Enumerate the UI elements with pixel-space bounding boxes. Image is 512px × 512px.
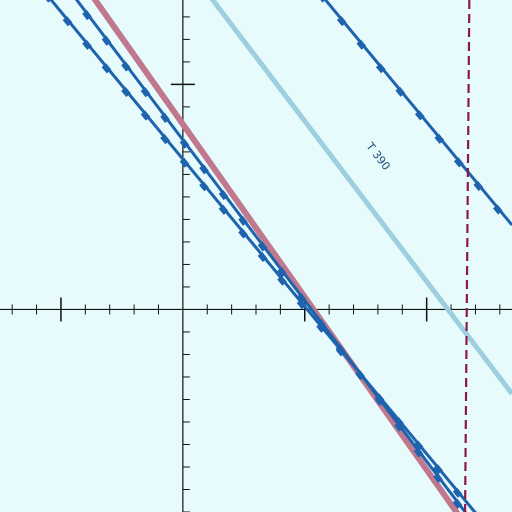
series-notch-marker (179, 138, 190, 149)
series-line-blue (323, 0, 512, 227)
series-notch-marker (335, 346, 346, 357)
series-notch-marker (492, 204, 503, 215)
series-notch-marker (317, 0, 328, 3)
series-notch-marker (43, 0, 53, 3)
series-notch-marker (277, 267, 287, 278)
series-notch-marker (356, 39, 367, 50)
series-notch-marker (199, 181, 209, 192)
series-notch-marker (199, 164, 209, 175)
series-notch-marker (413, 447, 424, 458)
series-notch-marker (218, 190, 229, 201)
series-notch-marker (452, 498, 463, 509)
series-notch-marker (179, 157, 190, 168)
series-notch-marker (374, 393, 385, 404)
series-notch-marker (316, 322, 326, 333)
series-notch-marker (140, 110, 151, 121)
series-notch-marker (296, 292, 307, 303)
series-notch-marker (453, 157, 464, 168)
series-line-light (209, 0, 512, 396)
series-notch-marker (473, 180, 484, 191)
series-notch-marker (82, 39, 92, 50)
series-notch-marker (394, 417, 404, 428)
series-notch-marker (101, 63, 112, 74)
series-notch-marker (238, 215, 248, 226)
series-notch-marker (414, 110, 425, 121)
series-notch-marker (82, 10, 92, 21)
series-notch-marker (277, 275, 287, 286)
series-notch-marker (101, 35, 112, 46)
series-notch-marker (336, 16, 347, 27)
series-notch-marker (121, 61, 131, 72)
series-notch-marker (257, 241, 268, 252)
series-notch-marker (160, 134, 170, 145)
series-notch-marker (452, 487, 463, 498)
series-notch-marker (413, 440, 424, 451)
series-notch-marker (62, 16, 73, 27)
series-annotation-label: T 390 (363, 139, 393, 172)
series-notch-marker (218, 204, 229, 215)
series-notch-marker (140, 87, 151, 98)
series-notch-marker (433, 473, 443, 484)
series-notch-marker (395, 86, 406, 97)
asymptote-line (463, 0, 471, 512)
series-notch-marker (434, 133, 445, 144)
series-notch-marker (238, 228, 248, 239)
series-notch-marker (121, 87, 131, 97)
series-notch-marker (160, 112, 170, 123)
series-notch-marker (433, 464, 443, 475)
series-notch-marker (257, 252, 268, 263)
series-notch-marker (375, 63, 386, 74)
series-notch-marker (355, 369, 365, 380)
series-notch-marker (296, 299, 307, 310)
